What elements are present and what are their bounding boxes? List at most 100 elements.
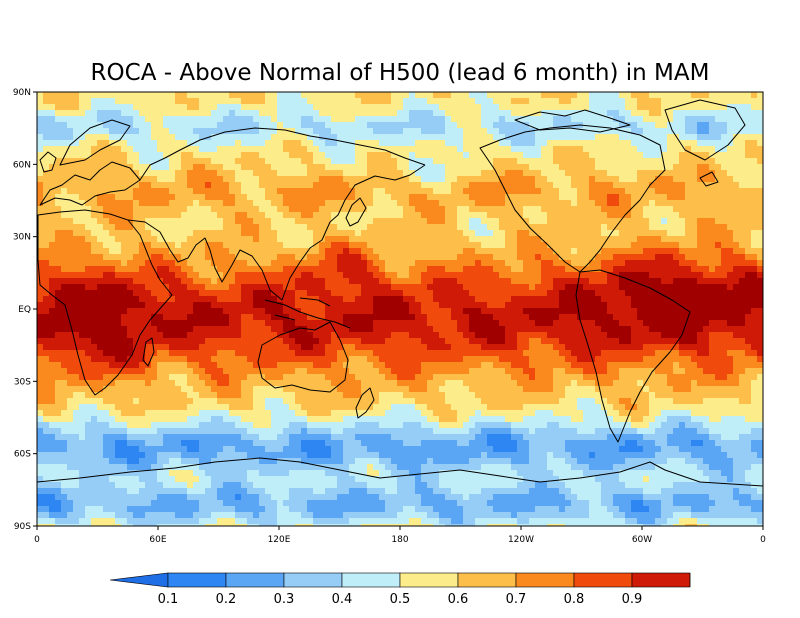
- field-cell: [643, 344, 680, 351]
- field-cell: [247, 356, 338, 363]
- field-cell: [55, 392, 74, 399]
- field-cell: [697, 332, 710, 339]
- field-cell: [679, 152, 710, 159]
- field-cell: [499, 104, 590, 111]
- field-cell: [385, 374, 398, 381]
- field-cell: [511, 464, 548, 471]
- field-cell: [433, 374, 512, 381]
- field-cell: [97, 404, 116, 411]
- field-cell: [691, 452, 728, 459]
- field-cell: [247, 488, 266, 495]
- field-cell: [253, 362, 278, 369]
- field-cell: [715, 218, 763, 225]
- field-cell: [169, 200, 194, 207]
- field-cell: [145, 356, 152, 363]
- field-cell: [301, 440, 326, 447]
- field-cell: [409, 194, 428, 201]
- field-cell: [109, 458, 128, 465]
- field-cell: [457, 224, 470, 231]
- field-cell: [55, 398, 68, 405]
- field-cell: [361, 254, 368, 261]
- field-cell: [91, 524, 122, 526]
- field-cell: [79, 194, 98, 201]
- field-cell: [385, 410, 422, 417]
- colorbar-label: 0.7: [506, 592, 527, 607]
- field-cell: [523, 434, 608, 441]
- field-cell: [631, 500, 644, 507]
- field-cell: [649, 392, 656, 399]
- field-cell: [697, 338, 710, 345]
- field-cell: [577, 314, 614, 321]
- field-cell: [697, 170, 716, 177]
- field-cell: [499, 140, 512, 147]
- field-cell: [361, 524, 434, 526]
- field-cell: [337, 332, 392, 339]
- field-cell: [91, 338, 134, 345]
- field-cell: [373, 188, 386, 195]
- field-cell: [229, 248, 320, 255]
- field-cell: [37, 224, 86, 231]
- field-cell: [469, 194, 506, 201]
- field-cell: [403, 212, 422, 219]
- field-cell: [511, 422, 548, 429]
- field-cell: [145, 224, 224, 231]
- field-cell: [259, 224, 272, 231]
- coast-asia-north: [139, 127, 426, 181]
- field-cell: [223, 368, 296, 375]
- colorbar-arrow-low: [109, 572, 169, 588]
- field-cell: [337, 254, 362, 261]
- field-cell: [175, 98, 200, 105]
- field-cell: [595, 200, 608, 207]
- field-cell: [223, 218, 236, 225]
- field-cell: [613, 266, 692, 273]
- field-cell: [115, 224, 134, 231]
- field-cell: [625, 104, 638, 111]
- field-cell: [37, 500, 62, 507]
- field-cell: [385, 266, 410, 273]
- field-cell: [727, 320, 746, 327]
- field-cell: [37, 356, 50, 363]
- field-cell: [391, 194, 410, 201]
- field-cell: [751, 464, 763, 471]
- field-cell: [211, 476, 248, 483]
- field-cell: [85, 200, 98, 207]
- field-cell: [199, 98, 242, 105]
- field-cell: [439, 476, 524, 483]
- field-cell: [127, 308, 194, 315]
- field-cell: [703, 326, 763, 333]
- lat-tick-label: 30S: [14, 377, 31, 387]
- field-cell: [217, 380, 230, 387]
- field-cell: [259, 182, 314, 189]
- field-cell: [319, 338, 332, 345]
- field-cell: [37, 404, 68, 411]
- field-cell: [61, 188, 68, 195]
- field-cell: [157, 146, 200, 153]
- field-cell: [643, 128, 686, 135]
- field-cell: [67, 122, 104, 129]
- field-cell: [139, 476, 158, 483]
- field-cell: [151, 242, 176, 249]
- field-cell: [133, 188, 170, 195]
- field-cell: [67, 380, 116, 387]
- field-cell: [613, 494, 644, 501]
- field-cell: [187, 380, 206, 387]
- field-cell: [313, 140, 326, 147]
- field-cell: [301, 272, 314, 279]
- field-cell: [571, 452, 590, 459]
- field-cell: [193, 326, 242, 333]
- field-cell: [91, 104, 134, 111]
- field-cell: [127, 488, 140, 495]
- field-cell: [529, 98, 560, 105]
- field-cell: [439, 302, 488, 309]
- field-cell: [271, 200, 284, 207]
- field-cell: [727, 476, 734, 483]
- field-cell: [133, 344, 146, 351]
- coast-africa: [37, 209, 173, 396]
- field-cell: [661, 152, 680, 159]
- field-cell: [397, 512, 428, 519]
- field-cell: [313, 152, 326, 159]
- field-cell: [421, 494, 446, 501]
- field-cell: [325, 440, 344, 447]
- field-cell: [103, 122, 134, 129]
- field-cell: [751, 230, 763, 237]
